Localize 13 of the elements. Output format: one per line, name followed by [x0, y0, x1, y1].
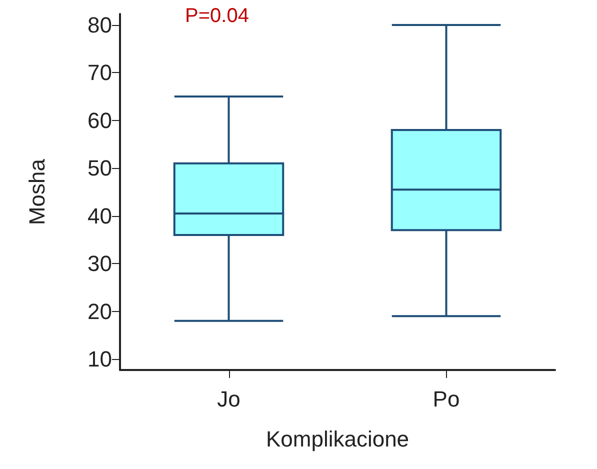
y-tick-label: 80 — [88, 12, 112, 38]
annotation: P=0.04 — [185, 5, 249, 27]
y-tick-label: 30 — [88, 251, 112, 276]
y-axis-title: Mosha — [24, 158, 50, 226]
y-tick-label: 10 — [88, 346, 112, 372]
x-tick-label: Po — [432, 386, 460, 412]
y-tick-label: 20 — [88, 298, 112, 324]
x-axis-title: Komplikacione — [266, 426, 410, 452]
x-tick-label: Jo — [217, 386, 240, 412]
y-tick-label: 50 — [88, 156, 112, 181]
y-tick-label: 70 — [88, 60, 112, 86]
y-tick-label: 40 — [88, 203, 112, 228]
y-tick-label: 60 — [88, 108, 112, 133]
